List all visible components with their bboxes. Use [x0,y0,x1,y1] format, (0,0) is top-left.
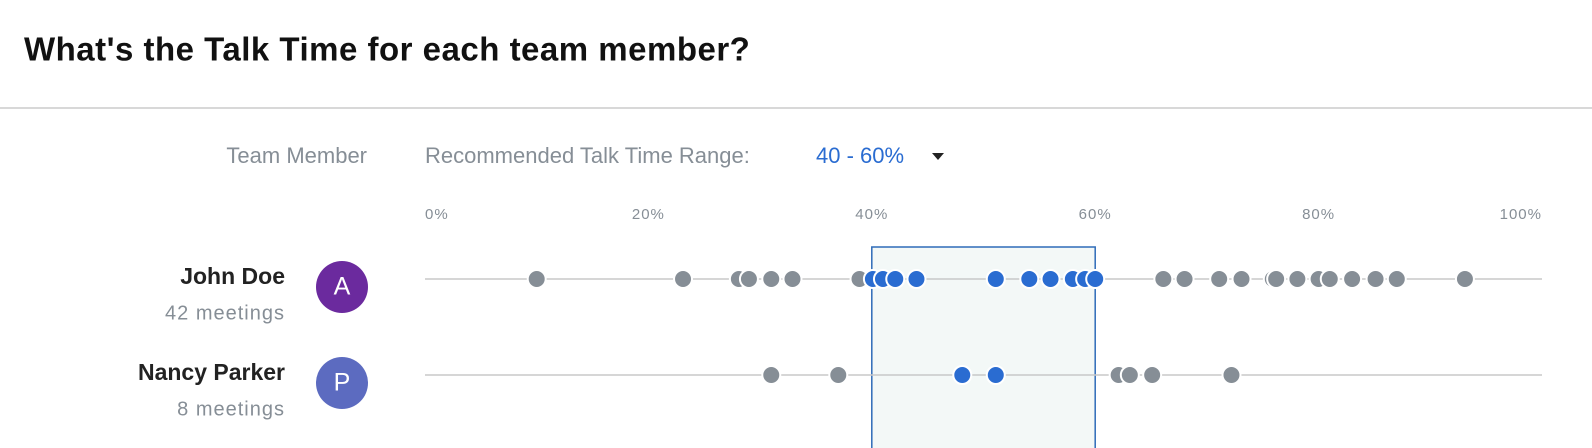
talk-time-dot [985,365,1006,385]
talk-time-dot [738,269,759,289]
talk-time-dot [1153,269,1174,289]
talk-time-dot [673,269,694,289]
talk-time-dot [906,269,927,289]
range-title: Recommended Talk Time Range: [425,143,750,168]
talk-time-dot [1365,269,1386,289]
avatar [316,357,368,409]
member-meetings: 8 meetings [177,398,285,420]
talk-time-dot [1386,269,1407,289]
talk-time-dot [1019,269,1040,289]
talk-time-dot [1454,269,1475,289]
x-tick-label: 40% [855,206,888,223]
talk-time-dot [1266,269,1287,289]
dropdown-caret[interactable] [932,153,944,160]
x-tick-label: 100% [1500,206,1542,223]
talk-time-dot [1319,269,1340,289]
avatar-letter: A [334,273,351,301]
talk-time-dot [761,365,782,385]
talk-time-dot [952,365,973,385]
talk-time-dot [1231,269,1252,289]
chart-title: What's the Talk Time for each team membe… [24,31,750,68]
talk-time-dot [1287,269,1308,289]
range-box [871,246,1096,448]
x-tick-label: 60% [1079,206,1112,223]
talk-time-dot [885,269,906,289]
x-tick-label: 0% [425,206,449,223]
avatar [316,261,368,313]
talk-time-dot [782,269,803,289]
talk-time-dot [985,269,1006,289]
range-selector[interactable]: 40 - 60% [816,143,904,168]
avatar-letter: P [334,369,351,397]
x-tick-label: 20% [632,206,665,223]
talk-time-dot [1142,365,1163,385]
talk-time-dot [1040,269,1061,289]
talk-time-dot [1209,269,1230,289]
talk-time-dot [1085,269,1106,289]
member-meetings: 42 meetings [165,302,285,324]
row-header: Team Member [226,143,367,168]
talk-time-dot [1342,269,1363,289]
talk-time-dot [1221,365,1242,385]
talk-time-dot [526,269,547,289]
member-name: John Doe [180,263,285,289]
x-tick-label: 80% [1302,206,1335,223]
talk-time-dot [828,365,849,385]
talk-time-dot [761,269,782,289]
talk-time-dot [1119,365,1140,385]
talk-time-dot [1174,269,1195,289]
member-name: Nancy Parker [138,359,285,385]
